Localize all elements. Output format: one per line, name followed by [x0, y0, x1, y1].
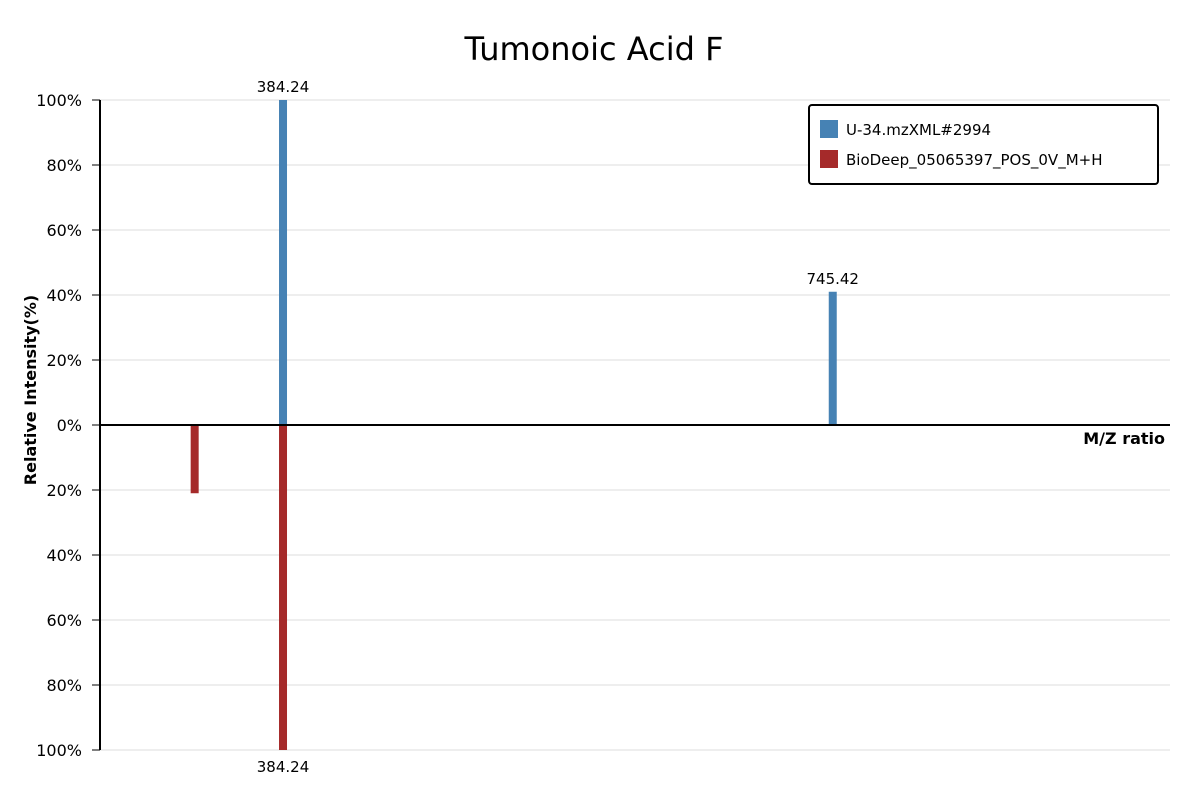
- query-peak-bar: [828, 291, 837, 425]
- query-peak-bar: [279, 100, 288, 425]
- legend: U-34.mzXML#2994 BioDeep_05065397_POS_0V_…: [808, 104, 1159, 185]
- y-tick-label: 40%: [46, 546, 82, 565]
- y-tick-label: 100%: [36, 91, 82, 110]
- y-tick-labels: 100% 80% 60% 40% 20% 0% 20% 40% 60% 80% 100%: [36, 91, 82, 760]
- peak-bars: [190, 100, 837, 750]
- peak-label: 384.24: [257, 78, 310, 96]
- gridlines: [100, 99, 1170, 751]
- legend-entry-reference: BioDeep_05065397_POS_0V_M+H: [846, 151, 1102, 170]
- y-tick-label: 80%: [46, 676, 82, 695]
- chart-title: Tumonoic Acid F: [464, 30, 724, 68]
- reference-peak-bar: [190, 425, 199, 494]
- legend-swatch-reference: [820, 150, 838, 168]
- y-tick-label: 20%: [46, 351, 82, 370]
- legend-entry-query: U-34.mzXML#2994: [846, 121, 991, 139]
- y-tick-label: 40%: [46, 286, 82, 305]
- axes: [92, 99, 1170, 751]
- peak-labels: 384.24 745.42 384.24: [257, 78, 859, 776]
- y-tick-label: 80%: [46, 156, 82, 175]
- legend-swatch-query: [820, 120, 838, 138]
- y-axis-label: Relative Intensity(%): [21, 295, 40, 485]
- reference-peak-bar: [279, 425, 288, 750]
- y-tick-label: 20%: [46, 481, 82, 500]
- x-axis-label: M/Z ratio: [1083, 429, 1165, 448]
- y-tick-label: 0%: [57, 416, 82, 435]
- y-tick-label: 60%: [46, 221, 82, 240]
- peak-label: 745.42: [806, 270, 859, 288]
- legend-box: [808, 104, 1159, 185]
- peak-label: 384.24: [257, 758, 310, 776]
- y-tick-label: 60%: [46, 611, 82, 630]
- y-tick-label: 100%: [36, 741, 82, 760]
